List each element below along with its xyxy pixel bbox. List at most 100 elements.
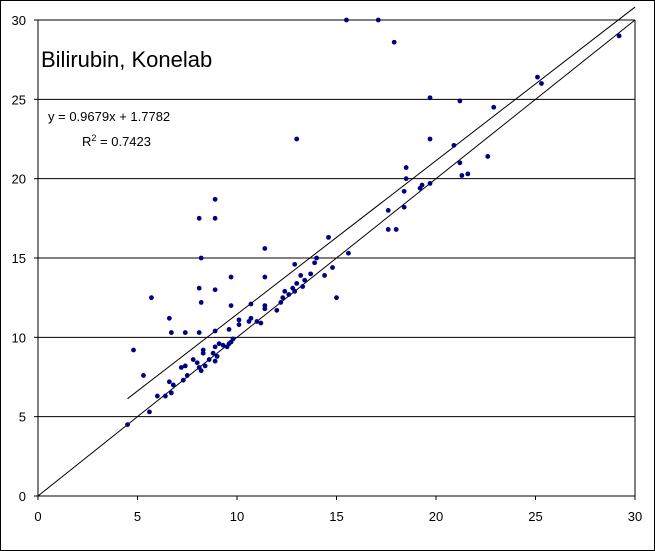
data-point — [346, 250, 351, 256]
data-point — [236, 322, 242, 328]
y-tick-label: 20 — [12, 172, 26, 187]
data-point — [262, 274, 268, 280]
regression-lines — [37, 6, 636, 497]
data-point — [149, 295, 154, 301]
data-point — [228, 303, 234, 308]
data-point — [180, 377, 186, 383]
chart-title: Bilirubin, Konelab — [41, 47, 212, 72]
data-point — [312, 260, 318, 266]
data-point — [168, 390, 174, 396]
data-point — [198, 300, 204, 305]
x-tick-label: 25 — [528, 509, 542, 524]
y-tick-label: 15 — [12, 251, 26, 266]
data-point — [539, 81, 544, 86]
data-point — [178, 365, 184, 370]
data-point — [258, 320, 264, 326]
data-point — [212, 344, 218, 350]
data-point — [198, 368, 204, 374]
data-point — [401, 204, 407, 210]
data-point — [202, 363, 208, 369]
data-point — [220, 342, 226, 348]
data-point — [190, 357, 196, 362]
data-point — [125, 422, 130, 427]
data-points — [125, 17, 622, 427]
x-tick-label: 30 — [628, 509, 642, 524]
data-point — [294, 280, 300, 286]
data-point — [344, 17, 349, 23]
data-point — [168, 330, 174, 335]
x-tick-label: 15 — [329, 509, 343, 524]
data-point — [194, 360, 200, 366]
data-point — [141, 373, 146, 378]
data-point — [322, 273, 327, 278]
x-tick-labels: 0 5 10 15 20 25 30 — [34, 509, 642, 524]
data-point — [147, 409, 152, 415]
data-point — [314, 255, 319, 261]
data-point — [200, 347, 206, 353]
y-tick-label: 25 — [12, 92, 26, 107]
data-point — [427, 95, 433, 101]
data-point — [457, 98, 463, 104]
data-point — [170, 382, 176, 388]
data-point — [457, 160, 463, 166]
trendline-equation: y = 0.9679x + 1.7782 — [48, 109, 170, 124]
identity-line — [37, 19, 636, 497]
data-point — [166, 379, 172, 385]
data-point — [155, 393, 160, 399]
data-point — [196, 330, 202, 335]
data-point — [182, 330, 188, 335]
data-point — [403, 165, 409, 170]
data-point — [162, 393, 168, 399]
data-point — [198, 255, 204, 261]
data-point — [131, 347, 136, 353]
data-point — [403, 176, 409, 182]
data-point — [206, 357, 212, 362]
data-point — [210, 350, 216, 356]
data-point — [401, 188, 407, 194]
y-tick-label: 10 — [12, 330, 26, 345]
x-tick-label: 0 — [34, 509, 41, 524]
data-point — [196, 215, 202, 221]
data-point — [212, 215, 218, 221]
data-point — [427, 181, 433, 186]
y-tick-label: 0 — [19, 489, 26, 504]
data-point — [228, 274, 234, 280]
data-point — [294, 136, 300, 142]
data-point — [485, 154, 491, 159]
data-point — [226, 327, 232, 332]
data-point — [214, 353, 220, 359]
data-point — [212, 328, 218, 334]
data-point — [166, 315, 172, 321]
trendline — [127, 6, 636, 400]
data-point — [262, 246, 268, 251]
data-point — [254, 319, 260, 324]
y-tick-label: 30 — [12, 13, 26, 28]
data-point — [292, 288, 298, 294]
data-point — [182, 363, 188, 369]
data-point — [298, 273, 304, 278]
data-point — [375, 17, 381, 23]
data-point — [326, 234, 331, 240]
data-point — [212, 196, 218, 202]
data-point — [196, 285, 202, 291]
data-point — [292, 261, 298, 267]
data-point — [391, 39, 397, 45]
y-tick-labels: 0 5 10 15 20 25 30 — [12, 13, 26, 504]
data-point — [302, 277, 308, 283]
data-point — [334, 295, 339, 301]
r-squared-label: R2 = 0.7423 — [82, 133, 151, 149]
data-point — [393, 227, 399, 232]
data-point — [248, 315, 254, 321]
gridlines — [38, 19, 635, 418]
data-point — [300, 284, 306, 289]
data-point — [212, 358, 218, 364]
data-point — [236, 317, 242, 323]
data-point — [262, 303, 268, 308]
data-point — [248, 301, 254, 307]
data-point — [535, 74, 540, 80]
data-point — [491, 104, 497, 110]
data-point — [282, 288, 288, 294]
data-point — [216, 341, 222, 347]
